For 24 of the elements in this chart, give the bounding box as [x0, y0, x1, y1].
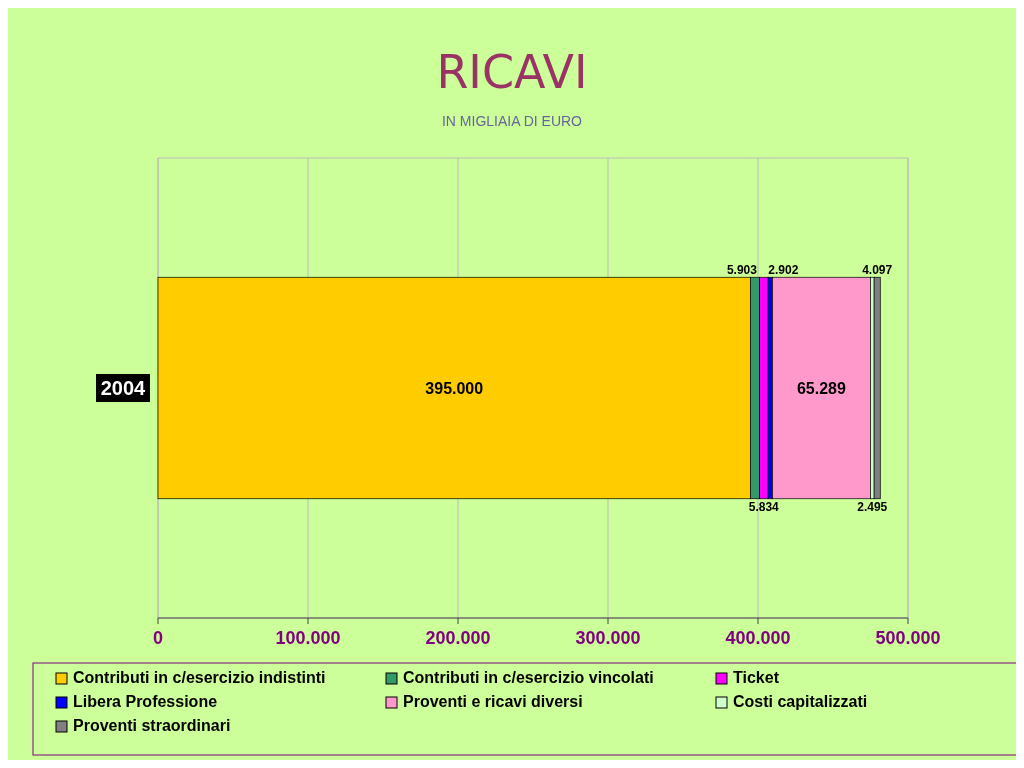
x-tick-label: 300.000 — [575, 628, 641, 648]
data-label: 5.903 — [726, 263, 758, 278]
data-label: 2.902 — [768, 263, 799, 278]
legend-label: Contributi in c/esercizio indistinti — [73, 669, 326, 686]
x-tick-label: 0 — [152, 628, 164, 648]
bar — [873, 276, 881, 500]
data-label: 5.834 — [748, 499, 780, 514]
x-tick-label: 500.000 — [875, 628, 941, 648]
x-tick-label: 400.000 — [725, 628, 791, 648]
legend-label: Costi capitalizzati — [733, 693, 868, 710]
x-tick-label: 200.000 — [425, 628, 491, 648]
data-label: 4.097 — [862, 263, 893, 278]
y-tick-label: 2004 — [100, 377, 147, 399]
data-label: 65.289 — [796, 380, 846, 397]
legend-label: Libera Professione — [73, 693, 218, 710]
chart-title: RICAVI — [436, 45, 588, 99]
x-tick-label: 100.000 — [275, 628, 341, 648]
legend-label: Proventi straordinari — [73, 717, 231, 734]
data-label: 2.495 — [857, 499, 888, 514]
data-label: 395.000 — [425, 380, 484, 397]
legend-label: Proventi e ricavi diversi — [403, 693, 583, 710]
chart-subtitle: IN MIGLIAIA DI EURO — [441, 113, 583, 129]
legend-label: Contributi in c/esercizio vincolati — [403, 669, 654, 686]
legend-label: Ticket — [733, 669, 780, 686]
